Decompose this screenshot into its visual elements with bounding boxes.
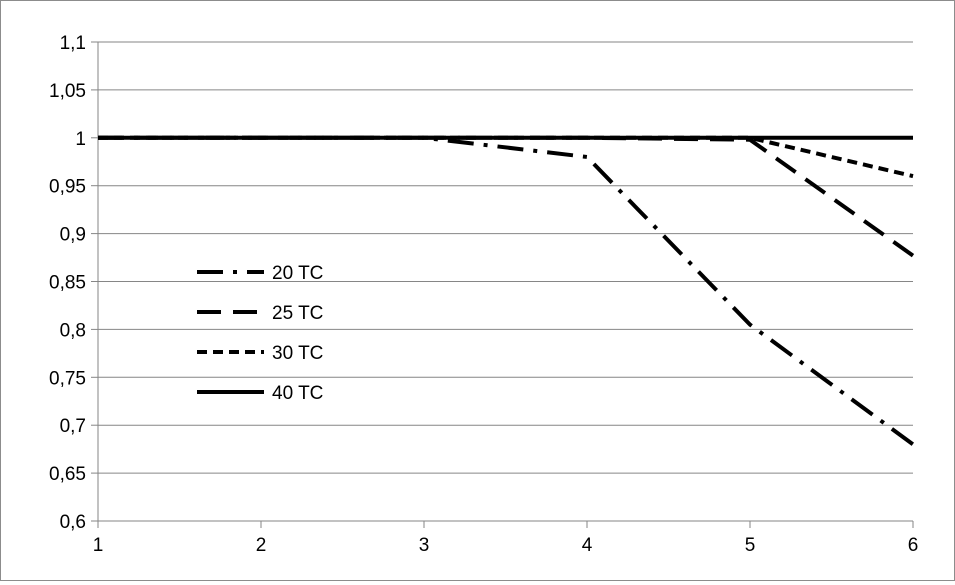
y-tick-label: 0,95 [49,177,86,198]
legend-label: 20 TC [272,263,323,284]
y-tick-label: 0,9 [60,225,86,246]
y-tick-label: 1,1 [60,33,86,54]
series-line-20-tc [98,135,915,446]
x-tick-label: 3 [419,535,430,556]
legend-label: 30 TC [272,343,323,364]
x-tick-labels: 1 2 3 4 5 6 [93,535,919,556]
y-tick-label: 0,6 [60,512,86,533]
legend: 20 TC 25 TC 30 TC 40 TC [197,263,323,404]
y-tick-label: 0,7 [60,416,86,437]
y-tick-labels: 0,6 0,65 0,7 0,75 0,8 0,85 0,9 0,95 1 1,05 1,1 [49,33,86,533]
y-tick-label: 0,75 [49,368,86,389]
x-tick-label: 1 [93,535,104,556]
legend-label: 40 TC [272,383,323,404]
data-series [98,135,915,446]
gridlines [98,41,913,474]
x-tick-label: 6 [908,535,919,556]
x-tick-label: 5 [745,535,756,556]
y-tick-label: 1 [75,129,86,150]
axes [91,41,914,528]
y-tick-label: 0,85 [49,273,86,294]
y-tick-label: 0,8 [60,320,86,341]
legend-label: 25 TC [272,303,323,324]
y-tick-label: 0,65 [49,464,86,485]
series-line-25-tc [98,135,915,258]
x-tick-label: 4 [582,535,593,556]
x-tick-label: 2 [256,535,267,556]
y-tick-label: 1,05 [49,81,86,102]
